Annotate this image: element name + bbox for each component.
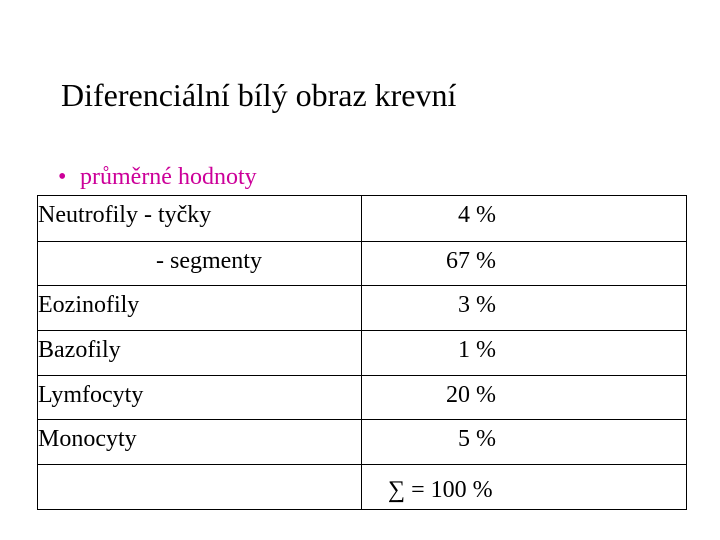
table-row: Eozinofily 3 % [37,285,687,331]
cell-label [37,464,362,510]
cell-label: - segmenty [37,241,362,286]
bullet-item: • průměrné hodnoty [58,161,257,193]
table-row: Lymfocyty 20 % [37,375,687,420]
cell-label: Neutrofily - tyčky [37,195,362,242]
cell-value: 20 % [361,375,687,420]
cell-label: Monocyty [37,419,362,465]
table-row: ∑ = 100 % [37,464,687,510]
row-label: Bazofily [38,337,121,363]
cell-value: 5 % [361,419,687,465]
differential-table: Neutrofily - tyčky 4 % - segmenty 67 % E… [37,195,687,510]
bullet-marker: • [58,164,67,190]
bullet-text: průměrné hodnoty [80,164,257,190]
cell-label: Bazofily [37,330,362,376]
cell-value: 4 % [361,195,687,242]
cell-label: Lymfocyty [37,375,362,420]
row-value: 1 % [458,337,496,363]
total-value: ∑ = 100 % [388,477,493,503]
row-value: 4 % [458,202,496,228]
row-value: 20 % [446,382,496,408]
row-value: 67 % [446,248,496,274]
row-value: 3 % [458,292,496,318]
cell-value: 3 % [361,285,687,331]
cell-value: 67 % [361,241,687,286]
row-label: Lymfocyty [38,382,144,408]
table-row: - segmenty 67 % [37,241,687,286]
row-label: Monocyty [38,426,137,452]
row-label: Eozinofily [38,292,140,318]
cell-total: ∑ = 100 % [361,464,687,510]
cell-value: 1 % [361,330,687,376]
table-row: Monocyty 5 % [37,419,687,465]
row-label: - segmenty [156,248,262,274]
table-row: Bazofily 1 % [37,330,687,376]
row-label: Neutrofily - tyčky [38,202,212,228]
row-value: 5 % [458,426,496,452]
cell-label: Eozinofily [37,285,362,331]
slide-title: Diferenciální bílý obraz krevní [61,77,457,113]
table-row: Neutrofily - tyčky 4 % [37,195,687,242]
